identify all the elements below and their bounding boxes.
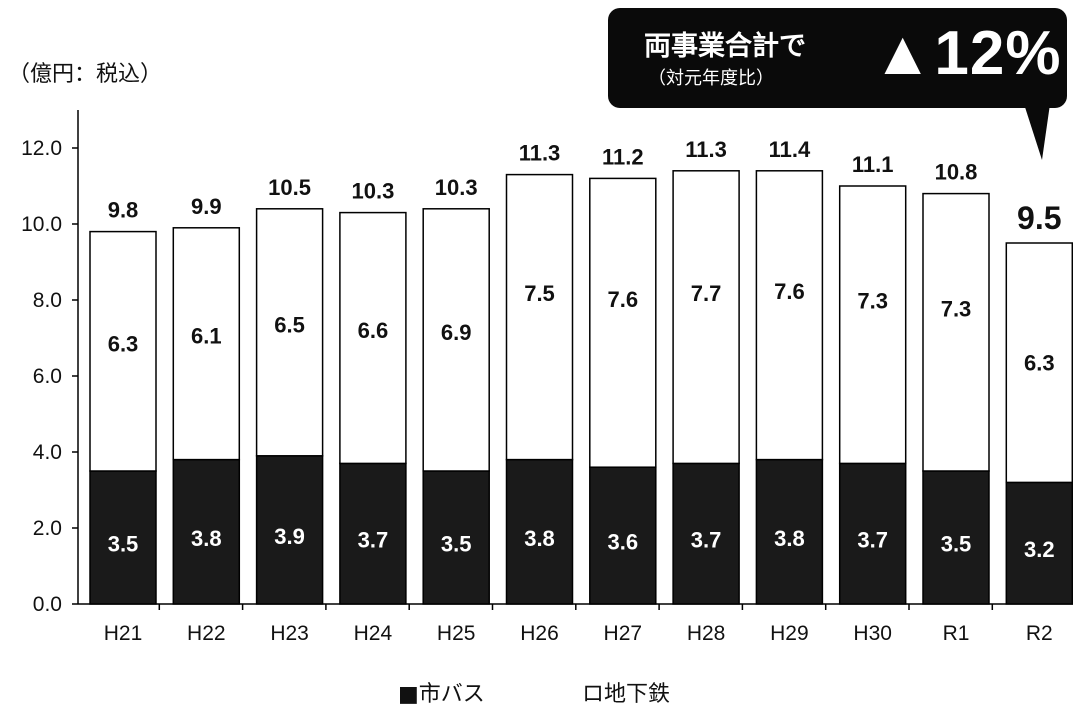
data-labels: 3.5 6.3 9.8 3.8 6.1 9.9 3.9 6.5 10.5 3.7 6.6 10.3 3.… [108,137,1062,562]
x-tick-label: H21 [104,622,143,645]
axes: 0.0 2.0 4.0 6.0 8.0 10.0 12.0 H21 H22 H23 H24 H25 H2… [21,110,1073,645]
bus-value-label: 3.8 [524,526,555,551]
bar-series [89,170,1073,605]
bar-subway [89,230,157,472]
subway-value-label: 6.5 [274,312,305,337]
total-value-label: 10.3 [435,175,478,200]
summary-callout: 両事業合計で （対元年度比） ▲12% [608,8,1067,108]
bar-subway [255,208,324,457]
x-tick-label: H22 [187,622,226,645]
bar-subway [1005,242,1073,484]
total-value-label: 10.5 [268,175,311,200]
bar-bus [505,458,574,605]
bar-bus [255,455,324,605]
bar-bus [172,458,241,605]
bus-value-label: 3.7 [691,528,722,553]
subway-value-label: 7.3 [857,289,888,314]
total-value-label: 10.8 [935,160,978,185]
bar-subway [672,170,740,465]
bus-value-label: 3.6 [608,530,639,555]
subway-value-label: 7.6 [608,287,639,312]
y-tick-label: 2.0 [33,517,62,540]
bus-value-label: 3.5 [108,532,139,557]
y-tick-label: 6.0 [33,365,62,388]
bus-value-label: 3.8 [191,526,222,551]
total-value-label: 9.5 [1017,200,1061,236]
x-tick-label: H30 [853,622,892,645]
subway-value-label: 7.5 [524,281,555,306]
bar-bus [1005,481,1073,605]
bar-subway [172,227,241,461]
total-value-label: 10.3 [351,179,394,204]
bus-value-label: 3.5 [441,532,472,557]
total-value-label: 11.3 [519,141,561,166]
x-tick-label: H23 [270,622,309,645]
x-tick-label: H25 [437,622,476,645]
subway-value-label: 6.3 [1024,351,1055,376]
callout-subtitle: （対元年度比） [648,68,774,89]
bar-subway [422,208,490,472]
y-tick-label: 8.0 [33,289,62,312]
callout-figure: ▲12% [872,19,1062,88]
total-value-label: 11.4 [769,137,811,162]
callout-title: 両事業合計で [644,31,806,62]
total-value-label: 9.8 [108,198,139,223]
x-tick-label: H29 [770,622,809,645]
subway-value-label: 7.7 [691,281,722,306]
bus-value-label: 3.7 [358,528,389,553]
bar-subway [589,177,657,468]
subway-value-label: 6.6 [358,318,389,343]
bar-subway [922,192,990,472]
bar-bus [89,470,157,605]
bus-value-label: 3.8 [774,526,805,551]
subway-value-label: 6.9 [441,320,472,345]
bar-bus [755,458,824,605]
bar-bus [838,462,907,605]
legend-bus: ■市バス [398,682,485,707]
x-tick-label: H26 [520,622,559,645]
total-value-label: 9.9 [191,194,222,219]
subway-value-label: 6.1 [191,324,222,349]
bar-subway [505,173,574,461]
y-tick-label: 12.0 [21,137,62,160]
bar-bus [422,470,490,605]
subway-value-label: 6.3 [108,331,139,356]
x-tick-label: H28 [687,622,726,645]
bus-value-label: 3.9 [274,524,305,549]
bar-subway [755,170,824,461]
x-tick-label: R2 [1026,622,1053,645]
x-tick-label: R1 [943,622,970,645]
total-value-label: 11.1 [852,152,894,177]
bar-subway [339,211,407,465]
bus-value-label: 3.2 [1024,537,1055,562]
bus-value-label: 3.5 [941,532,972,557]
y-tick-label: 10.0 [21,213,62,236]
y-tick-label: 0.0 [33,593,62,616]
total-value-label: 11.2 [602,144,644,169]
subway-value-label: 7.3 [941,296,972,321]
x-tick-label: H27 [604,622,643,645]
bar-subway [838,185,907,465]
unit-label: （億円：税込） [8,62,163,87]
y-tick-label: 4.0 [33,441,62,464]
total-value-label: 11.3 [685,137,727,162]
x-tick-label: H24 [354,622,393,645]
bar-bus [589,466,657,605]
subway-value-label: 7.6 [774,279,805,304]
legend-subway: ロ地下鉄 [582,682,671,707]
bus-value-label: 3.7 [857,528,888,553]
bar-bus [339,462,407,605]
